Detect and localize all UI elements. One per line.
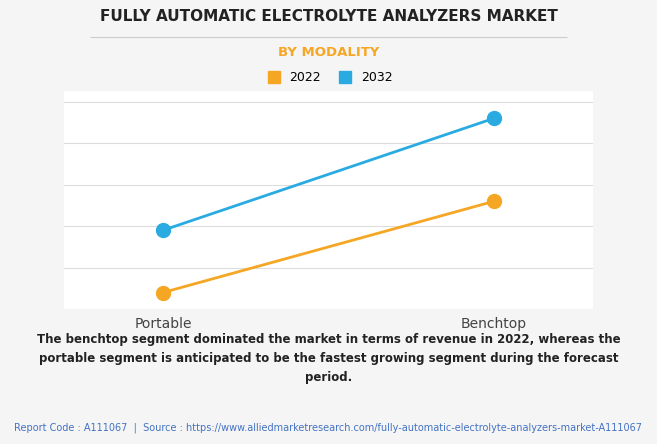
- Text: Report Code : A111067  |  Source : https://www.alliedmarketresearch.com/fully-au: Report Code : A111067 | Source : https:/…: [14, 423, 643, 433]
- Legend: 2022, 2032: 2022, 2032: [260, 67, 397, 89]
- Text: BY MODALITY: BY MODALITY: [278, 46, 379, 59]
- Text: The benchtop segment dominated the market in terms of revenue in 2022, whereas t: The benchtop segment dominated the marke…: [37, 333, 620, 384]
- Text: FULLY AUTOMATIC ELECTROLYTE ANALYZERS MARKET: FULLY AUTOMATIC ELECTROLYTE ANALYZERS MA…: [100, 8, 557, 24]
